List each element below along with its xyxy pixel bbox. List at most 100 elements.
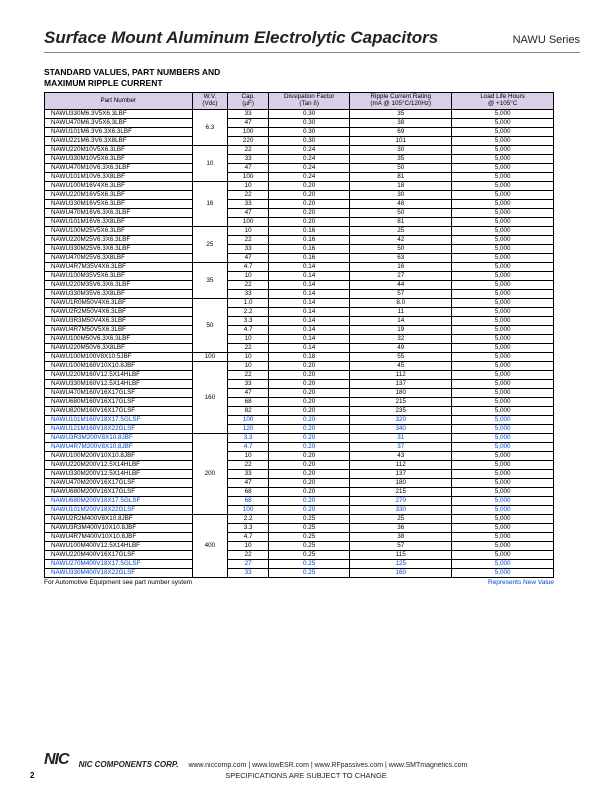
cell-part-number: NAWU330M400V18X22GLSF [45, 568, 193, 577]
note-automotive: For Automotive Equipment see part number… [44, 579, 192, 586]
cell-ripple: 50 [350, 208, 452, 217]
cell-cap: 47 [228, 478, 269, 487]
cell-df: 0.25 [268, 541, 349, 550]
cell-df: 0.16 [268, 253, 349, 262]
page-title: Surface Mount Aluminum Electrolytic Capa… [44, 28, 438, 48]
cell-df: 0.20 [268, 217, 349, 226]
cell-ripple: 37 [350, 442, 452, 451]
cell-part-number: NAWU330M200V12.5X14HLBF [45, 469, 193, 478]
cell-cap: 68 [228, 397, 269, 406]
cell-ripple: 125 [350, 559, 452, 568]
cell-part-number: NAWU1R0M50V4X6.3LBF [45, 298, 193, 307]
cell-cap: 3.3 [228, 316, 269, 325]
cell-df: 0.20 [268, 406, 349, 415]
cell-df: 0.14 [268, 271, 349, 280]
th-ripple: Ripple Current Rating(mA @ 105°C/120Hz) [350, 93, 452, 110]
cell-df: 0.30 [268, 136, 349, 145]
table-row: NAWU220M200V12.5X14HLBF220.201125,000 [45, 460, 554, 469]
table-row: NAWU100M200V10X10.8JBF100.20435,000 [45, 451, 554, 460]
cell-part-number: NAWU100M16V4X6.3LBF [45, 181, 193, 190]
cell-df: 0.25 [268, 523, 349, 532]
table-row: NAWU330M160V12.5X14HLBF330.201375,000 [45, 379, 554, 388]
cell-df: 0.20 [268, 460, 349, 469]
cell-ripple: 16 [350, 262, 452, 271]
cell-ripple: 57 [350, 289, 452, 298]
cell-wv: 16 [192, 181, 228, 226]
cell-life: 5,000 [452, 136, 554, 145]
table-row: NAWU330M400V18X22GLSF330.251605,000 [45, 568, 554, 577]
series-label: NAWU Series [513, 34, 580, 46]
table-row: NAWU101M16V6.3X8LBF1000.20815,000 [45, 217, 554, 226]
cell-wv: 10 [192, 145, 228, 181]
cell-ripple: 50 [350, 163, 452, 172]
cell-life: 5,000 [452, 226, 554, 235]
cell-life: 5,000 [452, 442, 554, 451]
cell-ripple: 137 [350, 379, 452, 388]
table-row: NAWU680M200V18X17.5GLSF680.202705,000 [45, 496, 554, 505]
cell-cap: 33 [228, 568, 269, 577]
cell-cap: 47 [228, 163, 269, 172]
cell-df: 0.25 [268, 559, 349, 568]
cell-df: 0.20 [268, 442, 349, 451]
cell-cap: 47 [228, 388, 269, 397]
cell-life: 5,000 [452, 280, 554, 289]
cell-cap: 4.7 [228, 325, 269, 334]
cell-part-number: NAWU4R7M200V8X10.8JBF [45, 442, 193, 451]
cell-ripple: 63 [350, 253, 452, 262]
table-row: NAWU3R3M50V4X6.3LBF3.30.14145,000 [45, 316, 554, 325]
cell-life: 5,000 [452, 415, 554, 424]
cell-part-number: NAWU4R7M50V5X6.3LBF [45, 325, 193, 334]
cell-df: 0.20 [268, 361, 349, 370]
cell-df: 0.25 [268, 550, 349, 559]
cell-cap: 100 [228, 415, 269, 424]
table-row: NAWU4R7M400V10X10.8JBF4.70.25385,000 [45, 532, 554, 541]
cell-df: 0.20 [268, 487, 349, 496]
table-row: NAWU470M25V6.3X8LBF470.16635,000 [45, 253, 554, 262]
cell-cap: 4.7 [228, 262, 269, 271]
cell-df: 0.30 [268, 118, 349, 127]
footer: NIC NIC COMPONENTS CORP. www.niccomp.com… [0, 751, 612, 780]
cell-cap: 47 [228, 208, 269, 217]
th-life: Load Life Hours@ +105°C [452, 93, 554, 110]
cell-part-number: NAWU100M160V10X10.8JBF [45, 361, 193, 370]
cell-part-number: NAWU330M16V5X6.3LBF [45, 199, 193, 208]
cell-cap: 22 [228, 550, 269, 559]
cell-cap: 10 [228, 271, 269, 280]
table-row: NAWU221M6.3V6.3X8LBF2200.301015,000 [45, 136, 554, 145]
cell-part-number: NAWU2R2M400V8X10.8JBF [45, 514, 193, 523]
cell-life: 5,000 [452, 505, 554, 514]
table-row: NAWU470M200V16X17GLSF470.201805,000 [45, 478, 554, 487]
cell-part-number: NAWU330M35V6.3X8LBF [45, 289, 193, 298]
cell-ripple: 25 [350, 226, 452, 235]
cell-cap: 33 [228, 244, 269, 253]
cell-life: 5,000 [452, 559, 554, 568]
cell-df: 0.14 [268, 262, 349, 271]
cell-cap: 10 [228, 361, 269, 370]
cell-ripple: 340 [350, 424, 452, 433]
cell-cap: 68 [228, 496, 269, 505]
cell-ripple: 81 [350, 172, 452, 181]
cell-life: 5,000 [452, 271, 554, 280]
cell-life: 5,000 [452, 487, 554, 496]
cell-life: 5,000 [452, 541, 554, 550]
table-row: NAWU101M10V6.3X8LBF1000.24815,000 [45, 172, 554, 181]
cell-cap: 33 [228, 199, 269, 208]
cell-cap: 2.2 [228, 307, 269, 316]
cell-cap: 22 [228, 343, 269, 352]
cell-part-number: NAWU2R2M50V4X6.3LBF [45, 307, 193, 316]
cell-df: 0.24 [268, 145, 349, 154]
table-row: NAWU100M100V8X10.5JBF100100.18555,000 [45, 352, 554, 361]
cell-ripple: 57 [350, 541, 452, 550]
cell-ripple: 160 [350, 568, 452, 577]
cell-part-number: NAWU101M16V6.3X8LBF [45, 217, 193, 226]
table-row: NAWU220M10V5X6.3LBF10220.24305,000 [45, 145, 554, 154]
table-row: NAWU330M200V12.5X14HLBF330.201375,000 [45, 469, 554, 478]
table-row: NAWU100M160V10X10.8JBF160100.20455,000 [45, 361, 554, 370]
cell-part-number: NAWU100M35V5X6.3LBF [45, 271, 193, 280]
table-row: NAWU100M50V6.3X6.3LBF100.14325,000 [45, 334, 554, 343]
cell-life: 5,000 [452, 361, 554, 370]
cell-cap: 33 [228, 289, 269, 298]
table-row: NAWU330M35V6.3X8LBF330.14575,000 [45, 289, 554, 298]
cell-ripple: 115 [350, 550, 452, 559]
cell-part-number: NAWU220M16V5X6.3LBF [45, 190, 193, 199]
